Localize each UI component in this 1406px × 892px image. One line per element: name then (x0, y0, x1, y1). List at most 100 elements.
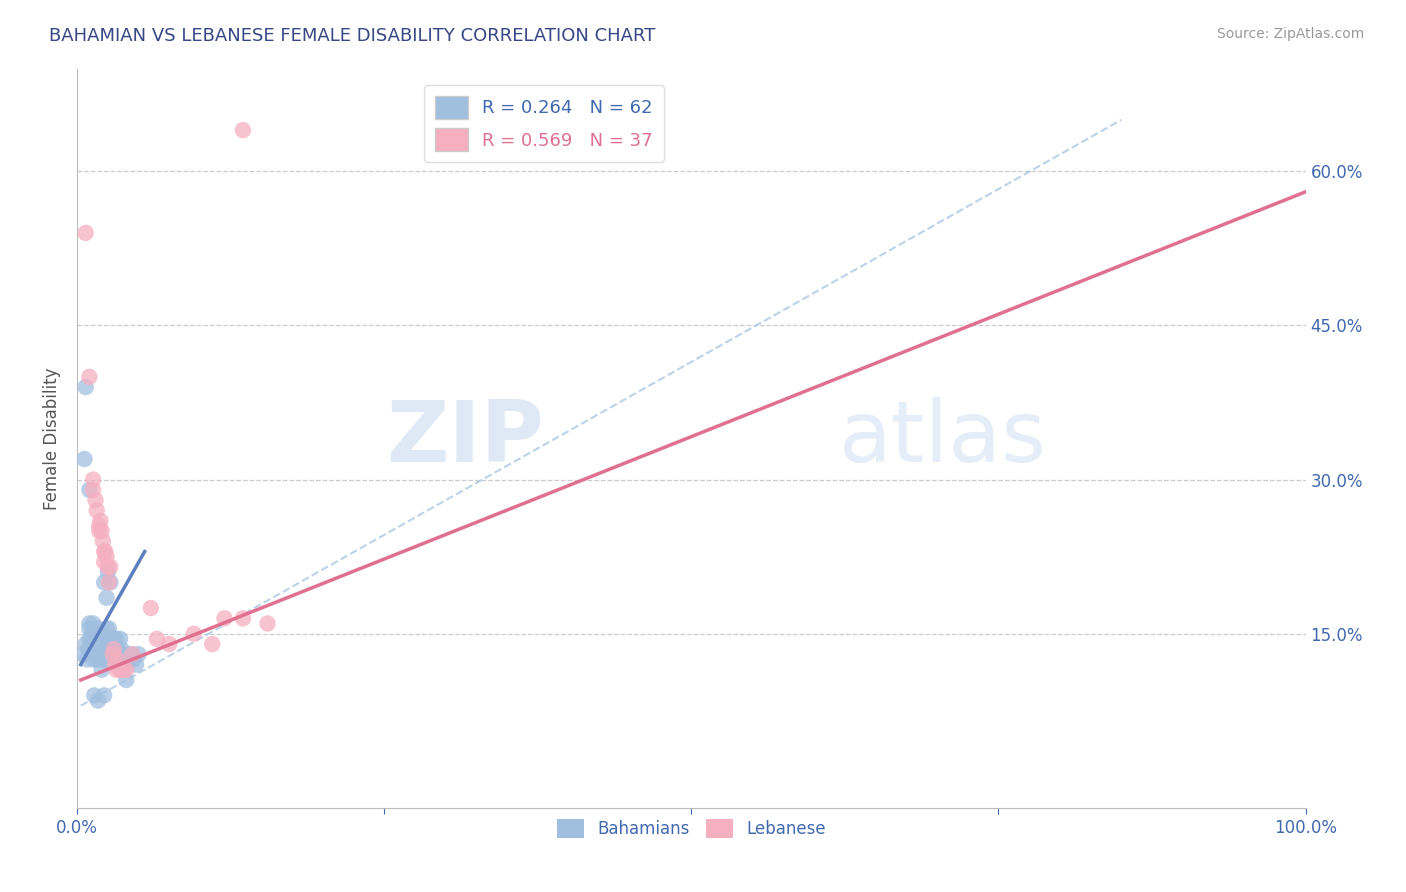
Point (96, 622, 118, 636)
Point (93, 652, 115, 666)
Point (105, 632, 128, 646)
Point (98, 575, 121, 590)
Point (98, 622, 121, 636)
Point (214, 611, 236, 625)
Point (93, 689, 115, 703)
Point (82, 652, 104, 666)
Point (87, 693, 110, 707)
Text: Source: ZipAtlas.com: Source: ZipAtlas.com (1216, 27, 1364, 41)
Point (94, 642, 117, 657)
Point (232, 611, 254, 625)
Point (139, 601, 162, 615)
Point (80, 648, 103, 662)
Point (110, 663, 132, 677)
Point (82, 483, 104, 497)
Point (75, 226, 97, 240)
Point (103, 642, 125, 657)
Point (146, 632, 169, 646)
Point (118, 652, 141, 666)
Point (121, 648, 143, 662)
Point (89, 642, 111, 657)
Point (87, 622, 110, 636)
Point (79, 616, 101, 631)
Point (75, 380, 97, 394)
Point (100, 632, 122, 646)
Point (89, 637, 111, 651)
Point (83, 637, 105, 651)
Point (183, 626, 205, 640)
Legend: Bahamians, Lebanese: Bahamians, Lebanese (550, 812, 832, 845)
Point (89, 514, 111, 528)
Point (84, 493, 107, 508)
Point (96, 549, 118, 564)
Text: BAHAMIAN VS LEBANESE FEMALE DISABILITY CORRELATION CHART: BAHAMIAN VS LEBANESE FEMALE DISABILITY C… (49, 27, 655, 45)
Point (90, 637, 112, 651)
Point (73, 452, 96, 467)
Point (94, 632, 117, 646)
Point (90, 663, 112, 677)
Point (93, 575, 115, 590)
Point (101, 648, 124, 662)
Point (76, 652, 98, 666)
Point (105, 663, 128, 677)
Point (79, 369, 101, 384)
Point (89, 652, 111, 666)
Point (83, 689, 105, 703)
Point (103, 642, 125, 657)
Point (97, 565, 120, 579)
Point (94, 544, 117, 558)
Point (256, 616, 278, 631)
Point (84, 642, 107, 657)
Point (103, 632, 125, 646)
Point (122, 652, 145, 666)
Point (100, 642, 122, 657)
Point (112, 648, 135, 662)
Point (86, 503, 108, 517)
Text: atlas: atlas (839, 397, 1046, 480)
Point (90, 524, 112, 538)
Point (201, 637, 224, 651)
Point (114, 652, 136, 666)
Point (111, 663, 134, 677)
Point (75, 637, 97, 651)
Point (86, 652, 108, 666)
Point (115, 673, 138, 687)
Point (82, 473, 104, 487)
Point (107, 642, 129, 657)
Text: ZIP: ZIP (387, 397, 544, 480)
Point (89, 518, 111, 533)
Point (96, 591, 118, 605)
Point (91, 626, 114, 640)
Point (91, 642, 114, 657)
Point (98, 560, 121, 574)
Point (91, 534, 114, 549)
Point (110, 642, 132, 657)
Point (112, 663, 135, 677)
Point (232, 123, 254, 137)
Point (89, 524, 111, 538)
Point (98, 642, 121, 657)
Point (80, 637, 103, 651)
Point (79, 632, 101, 646)
Point (107, 652, 129, 666)
Point (93, 544, 115, 558)
Point (98, 575, 121, 590)
Point (77, 642, 100, 657)
Point (125, 657, 148, 672)
Point (121, 648, 143, 662)
Point (108, 663, 131, 677)
Y-axis label: Female Disability: Female Disability (44, 368, 60, 509)
Point (84, 626, 107, 640)
Point (157, 637, 180, 651)
Point (79, 483, 101, 497)
Point (82, 616, 104, 631)
Point (97, 560, 120, 574)
Point (118, 648, 141, 662)
Point (104, 657, 127, 672)
Point (80, 626, 103, 640)
Point (115, 663, 138, 677)
Point (79, 622, 101, 636)
Point (104, 652, 127, 666)
Point (108, 632, 131, 646)
Point (72, 648, 94, 662)
